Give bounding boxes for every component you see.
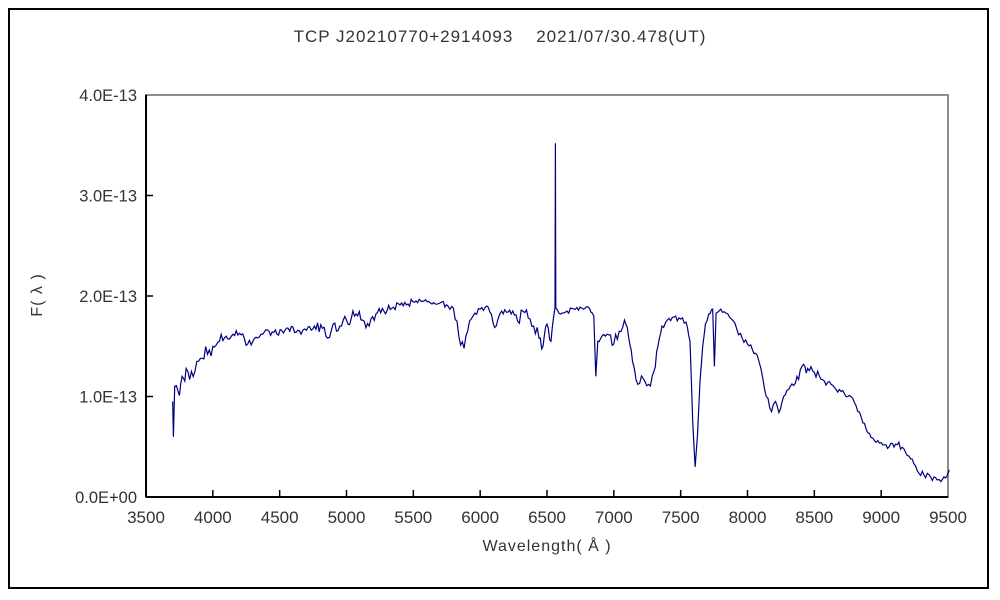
- x-tick-label: 5500: [394, 508, 432, 527]
- x-tick-label: 8000: [729, 508, 767, 527]
- x-tick-label: 7000: [595, 508, 633, 527]
- y-tick-label: 4.0E-13: [79, 87, 137, 105]
- x-tick-label: 9000: [862, 508, 900, 527]
- x-tick-label: 4500: [261, 508, 299, 527]
- x-tick-label: 6500: [528, 508, 566, 527]
- plot-border: [145, 94, 949, 498]
- x-tick-label: 5000: [328, 508, 366, 527]
- x-tick-label: 3500: [127, 508, 165, 527]
- x-tick-label: 9500: [929, 508, 967, 527]
- y-tick-label: 1.0E-13: [79, 389, 137, 407]
- chart-outer-frame: [8, 8, 989, 589]
- spectrum-line: [172, 143, 950, 483]
- chart-title: TCP J20210770+2914093 2021/07/30.478(UT): [293, 27, 707, 46]
- x-tick-label: 6000: [461, 508, 499, 527]
- x-tick-label: 7500: [662, 508, 700, 527]
- y-tick-label: 2.0E-13: [79, 288, 137, 306]
- x-tick-label: 8500: [795, 508, 833, 527]
- x-tick-label: 4000: [194, 508, 232, 527]
- x-axis-label: Wavelength( Å ): [482, 538, 612, 555]
- y-tick-label: 3.0E-13: [79, 188, 137, 206]
- y-tick-label: 0.0E+00: [75, 489, 137, 507]
